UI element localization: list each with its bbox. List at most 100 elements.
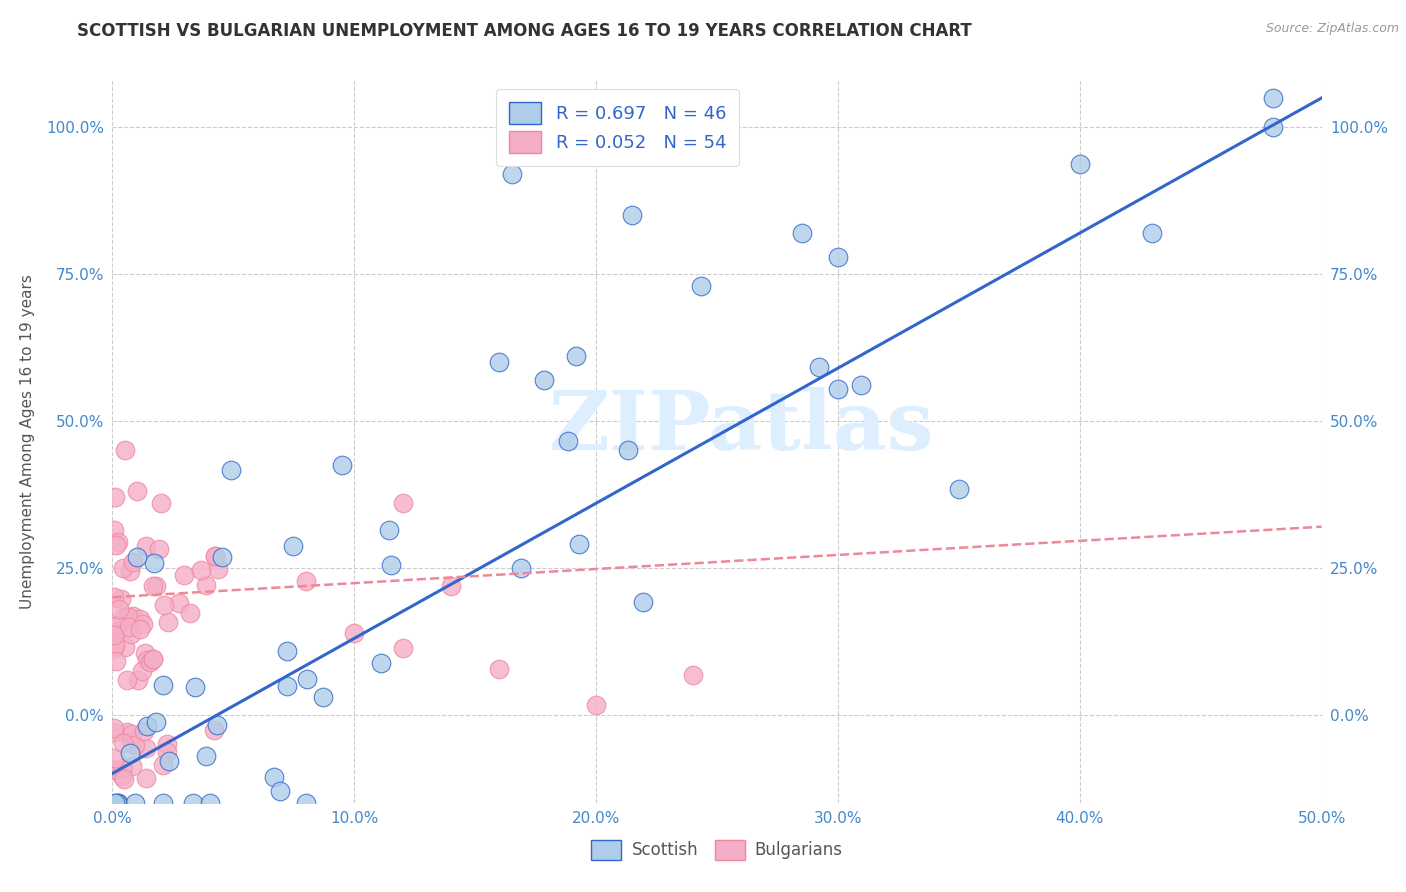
Point [948, 482, 970, 496]
Point [330, 458, 353, 473]
Point [142, 579, 165, 593]
Point [135, 653, 157, 667]
Point [621, 208, 644, 222]
Point [533, 373, 555, 387]
Point [117, 610, 139, 624]
Point [125, 484, 148, 499]
Point [135, 772, 157, 786]
Point [127, 550, 149, 565]
Point [124, 738, 146, 752]
Point [202, 723, 225, 738]
Point [1263, 120, 1285, 135]
Point [1069, 157, 1091, 171]
Y-axis label: Unemployment Among Ages 16 to 19 years: Unemployment Among Ages 16 to 19 years [20, 274, 35, 609]
Point [145, 579, 167, 593]
Point [118, 620, 141, 634]
Point [204, 549, 226, 563]
Point [131, 664, 153, 678]
Point [104, 638, 127, 652]
Point [122, 555, 145, 569]
Point [112, 610, 135, 624]
Point [111, 762, 134, 776]
Point [557, 434, 579, 449]
Point [295, 796, 318, 810]
Point [617, 443, 640, 458]
Point [142, 651, 165, 665]
Point [1142, 226, 1164, 240]
Point [488, 355, 510, 369]
Point [110, 592, 132, 607]
Point [283, 539, 305, 553]
Point [139, 655, 162, 669]
Point [391, 640, 413, 655]
Point [120, 734, 142, 748]
Point [311, 690, 333, 704]
Point [104, 751, 127, 765]
Point [295, 672, 318, 686]
Point [129, 622, 152, 636]
Point [124, 796, 146, 810]
Point [121, 759, 143, 773]
Point [190, 563, 212, 577]
Point [184, 680, 207, 694]
Point [501, 167, 523, 181]
Point [143, 557, 166, 571]
Point [122, 609, 145, 624]
Point [790, 226, 813, 240]
Point [127, 673, 149, 687]
Point [211, 550, 233, 565]
Point [1263, 91, 1285, 105]
Point [488, 662, 510, 676]
Point [104, 625, 127, 640]
Text: ZIPatlas: ZIPatlas [548, 387, 934, 467]
Point [153, 598, 176, 612]
Point [195, 578, 218, 592]
Point [827, 382, 849, 396]
Point [136, 718, 159, 732]
Text: SCOTTISH VS BULGARIAN UNEMPLOYMENT AMONG AGES 16 TO 19 YEARS CORRELATION CHART: SCOTTISH VS BULGARIAN UNEMPLOYMENT AMONG… [77, 22, 972, 40]
Point [631, 595, 654, 609]
Point [269, 784, 291, 798]
Point [149, 496, 172, 510]
Point [104, 796, 127, 810]
Point [194, 749, 217, 764]
Point [103, 590, 125, 604]
Point [103, 721, 125, 735]
Point [568, 537, 591, 551]
Legend: Scottish, Bulgarians: Scottish, Bulgarians [585, 833, 849, 867]
Point [205, 718, 228, 732]
Point [343, 626, 366, 640]
Point [378, 523, 401, 537]
Point [115, 673, 138, 687]
Point [380, 558, 402, 572]
Point [207, 562, 229, 576]
Point [276, 644, 298, 658]
Point [200, 796, 222, 810]
Point [585, 698, 607, 713]
Point [440, 579, 463, 593]
Point [148, 541, 170, 556]
Point [827, 250, 849, 264]
Point [156, 745, 179, 759]
Point [157, 754, 180, 768]
Point [114, 640, 136, 655]
Point [142, 651, 165, 665]
Point [135, 740, 157, 755]
Point [107, 796, 129, 810]
Point [682, 667, 704, 681]
Point [105, 538, 128, 552]
Point [107, 602, 129, 616]
Point [104, 491, 127, 505]
Point [103, 628, 125, 642]
Point [173, 568, 195, 582]
Point [169, 597, 191, 611]
Point [134, 724, 156, 739]
Point [112, 561, 135, 575]
Point [134, 646, 156, 660]
Point [156, 615, 179, 630]
Point [510, 560, 533, 574]
Point [276, 679, 298, 693]
Point [118, 746, 141, 760]
Point [103, 724, 125, 739]
Point [219, 463, 242, 477]
